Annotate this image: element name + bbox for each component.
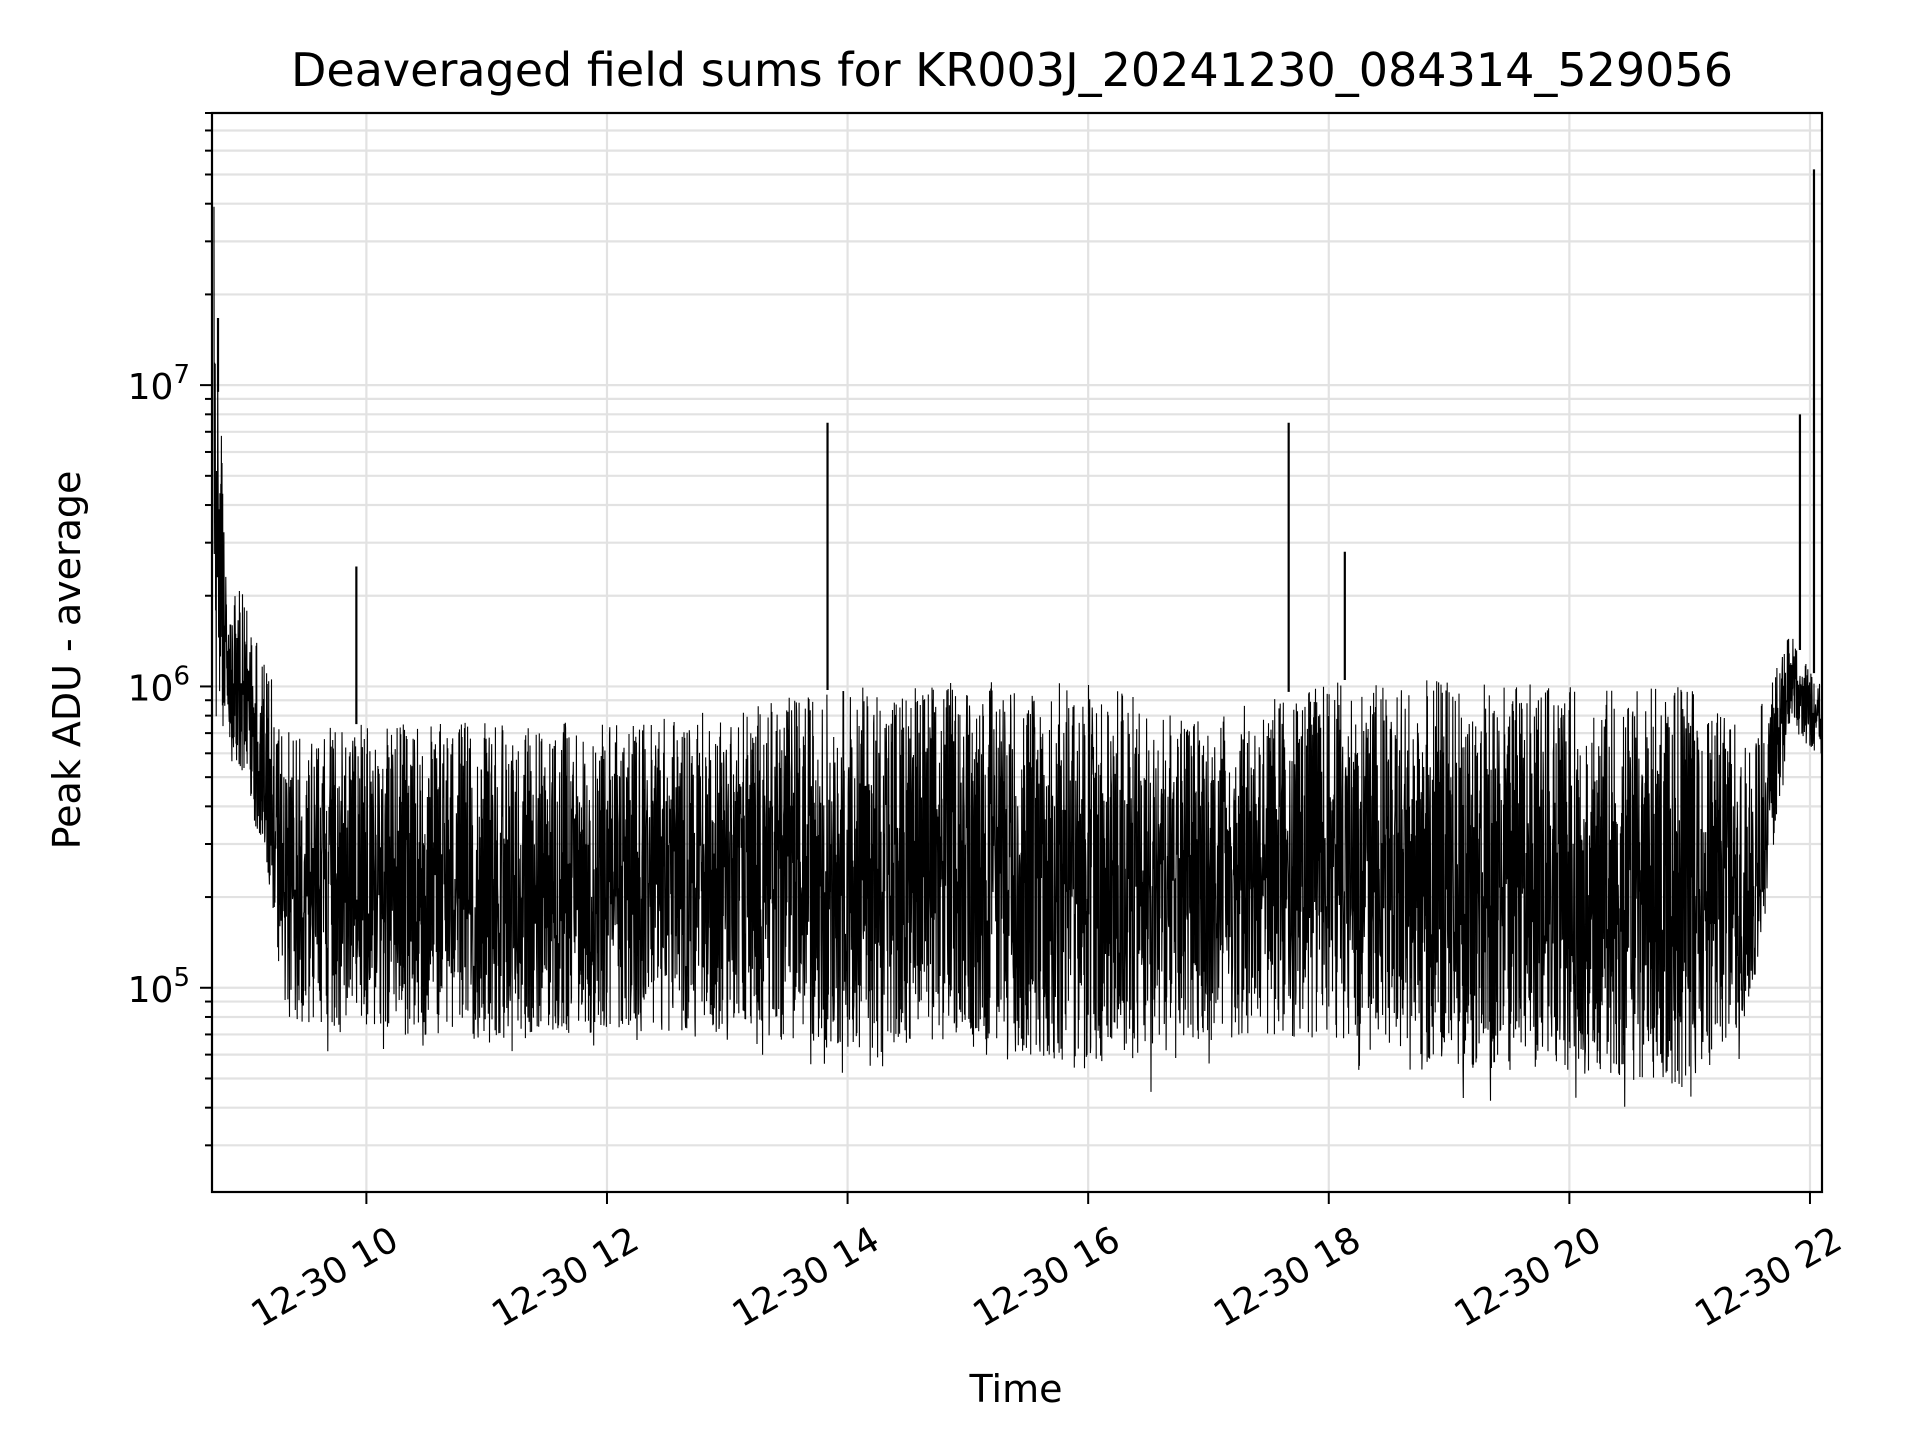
- plot-area: [213, 169, 1823, 1107]
- plot-frame: [210, 111, 1824, 1194]
- y-axis-title: Peak ADU - average: [45, 471, 89, 850]
- y-tick-label: 107: [128, 360, 190, 408]
- y-tick-label: 105: [128, 963, 190, 1011]
- y-tick-label: 106: [128, 661, 190, 709]
- series-line: [213, 206, 1823, 1107]
- chart-title: Deaveraged field sums for KR003J_2024123…: [291, 43, 1733, 97]
- x-axis-title: Time: [969, 1367, 1063, 1411]
